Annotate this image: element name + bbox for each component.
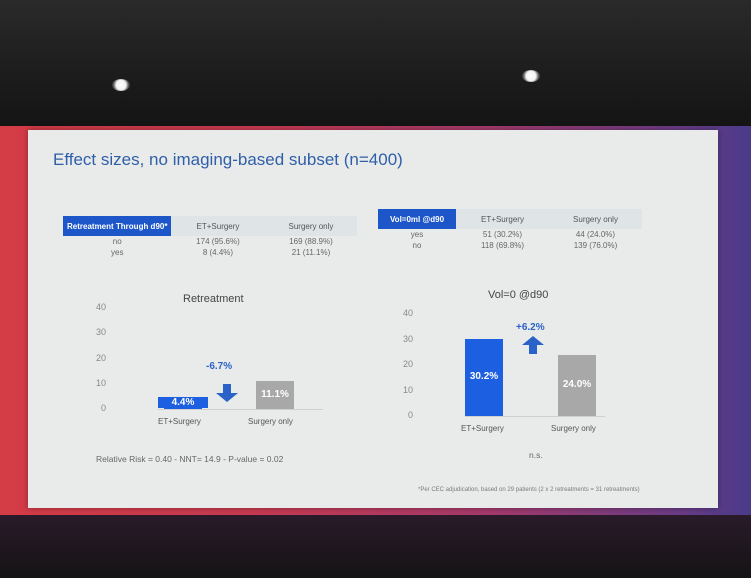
chart-title: Vol=0 @d90 [488, 289, 549, 301]
table-cell: 169 (88.9%) [289, 237, 333, 246]
arrow-down-icon [216, 384, 238, 402]
y-tick-label: 30 [95, 327, 106, 338]
table-header-cell: ET+Surgery [171, 216, 265, 236]
floor [0, 515, 751, 578]
difference-label: +6.2% [516, 322, 545, 333]
table-cell: 44 (24.0%) [575, 230, 616, 239]
y-tick-label: 20 [95, 352, 106, 363]
bar [256, 380, 294, 409]
chart-baseline [158, 409, 323, 410]
category-label: ET+Surgery [158, 417, 201, 426]
ceiling-light-left [112, 79, 130, 91]
table-cell: 21 (11.1%) [291, 248, 331, 257]
table-row: no 174 (95.6%) 169 (88.9%) [63, 236, 357, 247]
chart-baseline [465, 416, 605, 417]
ceiling [0, 0, 751, 128]
ceiling-light-right [522, 70, 540, 82]
y-tick-label: 0 [100, 403, 106, 413]
table-cell: 51 (30.2%) [482, 230, 523, 239]
volume-table: Vol=0ml @d90 ET+Surgery Surgery only yes… [378, 209, 642, 251]
bar-data-label: 4.4% [158, 397, 208, 408]
difference-label: -6.7% [206, 361, 233, 372]
y-tick-label: 40 [95, 302, 106, 312]
bar-data-label: 11.1% [261, 388, 289, 400]
table-cell: 8 (4.4%) [202, 248, 234, 257]
y-tick-label: 20 [402, 359, 413, 369]
table-cell: 174 (95.6%) [196, 237, 240, 246]
y-tick-label: 0 [407, 410, 413, 420]
category-label: Surgery only [551, 424, 596, 433]
table-header-cell: Surgery only [549, 209, 642, 229]
table-cell: no [412, 241, 422, 250]
bar [465, 338, 503, 416]
table-header-row: Retreatment Through d90* ET+Surgery Surg… [63, 216, 358, 236]
y-tick-label: 10 [95, 377, 106, 388]
table-cell: 118 (69.8%) [481, 241, 524, 250]
bar [558, 354, 596, 416]
table-key-cell: Retreatment Through d90* [63, 216, 172, 236]
y-tick-label: 30 [402, 333, 413, 344]
table-row: no 118 (69.8%) 139 (76.0%) [378, 240, 642, 251]
category-label: Surgery only [248, 417, 293, 426]
retreatment-table: Retreatment Through d90* ET+Surgery Surg… [63, 216, 358, 258]
table-cell: yes [410, 230, 424, 239]
bar-data-label: 24.0% [562, 379, 592, 391]
y-tick-label: 40 [402, 308, 413, 318]
slide-footnote: *Per CEC adjudication, based on 29 patie… [418, 487, 640, 493]
table-cell: no [112, 237, 122, 246]
table-header-cell: Surgery only [264, 216, 358, 236]
slide-title: Effect sizes, no imaging-based subset (n… [53, 150, 403, 169]
y-tick-label: 10 [402, 384, 413, 395]
table-row: yes 8 (4.4%) 21 (11.1%) [63, 247, 357, 258]
category-label: ET+Surgery [461, 424, 504, 433]
table-header-row: Vol=0ml @d90 ET+Surgery Surgery only [378, 209, 642, 229]
arrow-up-icon [522, 336, 544, 354]
table-row: yes 51 (30.2%) 44 (24.0%) [378, 229, 642, 240]
table-key-cell: Vol=0ml @d90 [378, 209, 456, 229]
chart-footer: n.s. [529, 450, 543, 460]
chart-footer: Relative Risk = 0.40 - NNT= 14.9 - P-val… [96, 454, 284, 464]
chart-title: Retreatment [183, 293, 244, 305]
projection-screen: Effect sizes, no imaging-based subset (n… [28, 130, 718, 508]
table-header-cell: ET+Surgery [456, 209, 549, 229]
table-cell: yes [111, 248, 124, 257]
bar-data-label: 30.2% [469, 371, 499, 383]
table-cell: 139 (76.0%) [573, 241, 618, 250]
